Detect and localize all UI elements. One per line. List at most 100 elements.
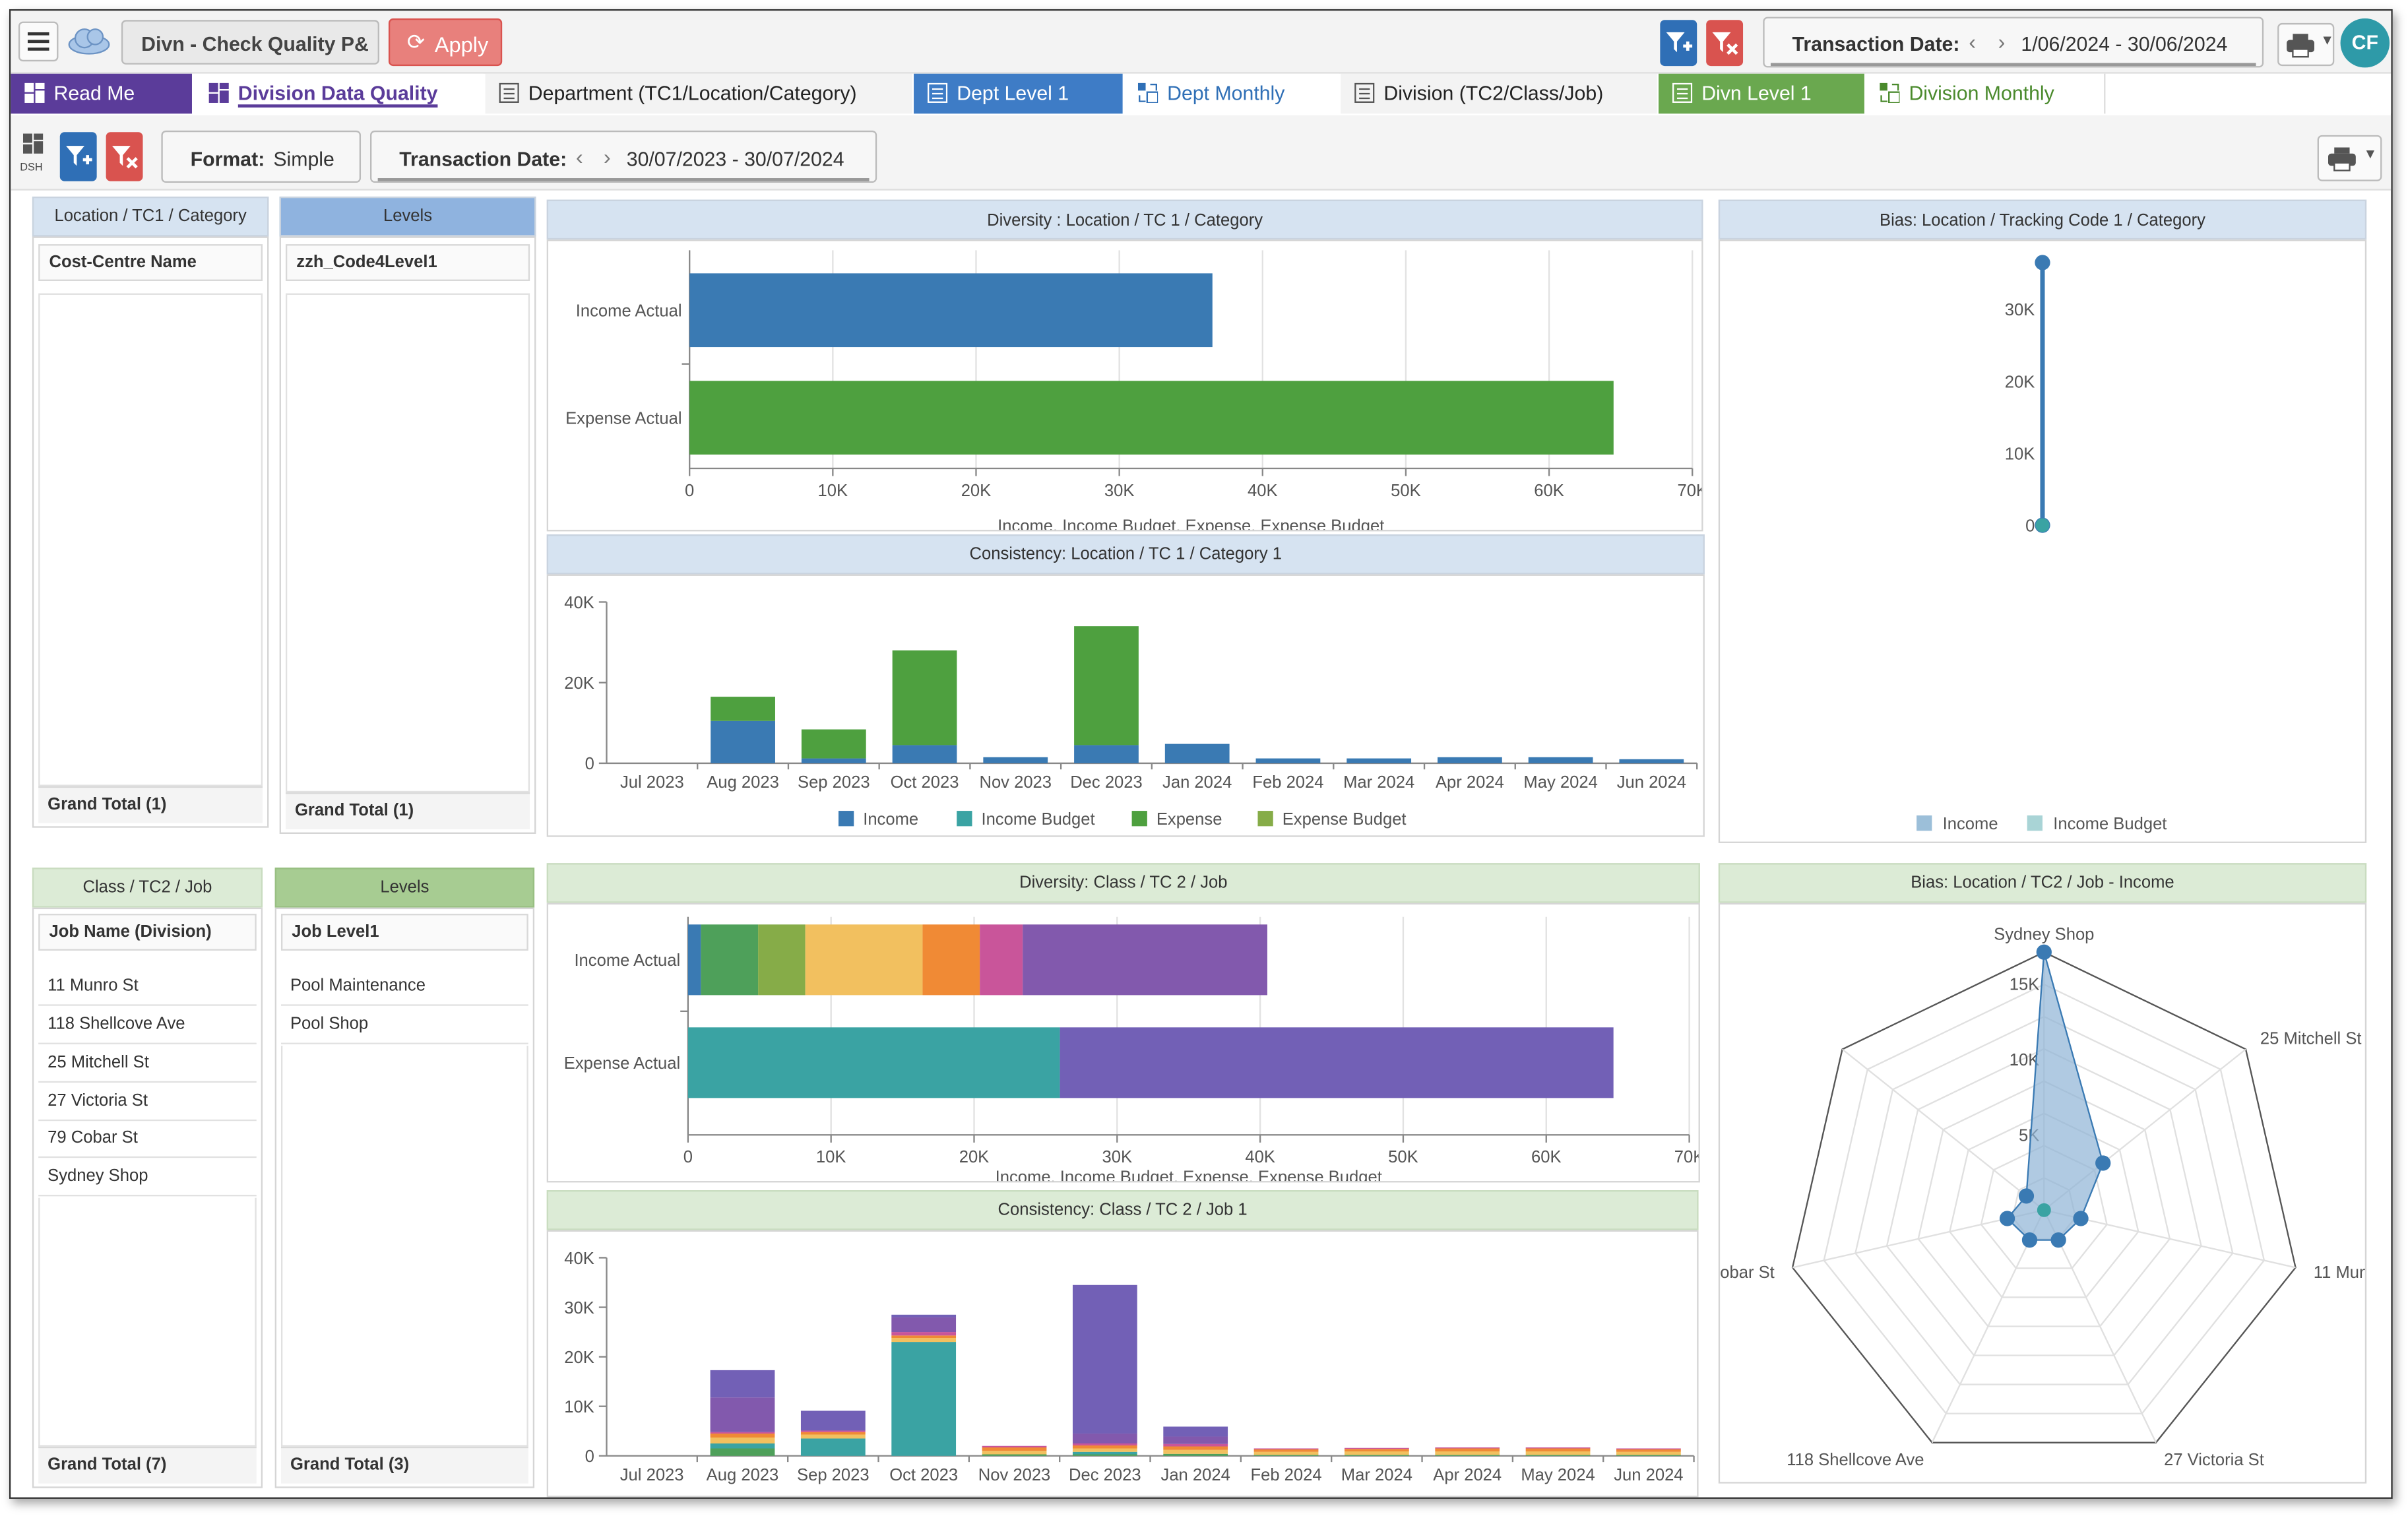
legend-label: Expense — [1156, 810, 1222, 829]
bar-segment — [801, 758, 866, 763]
print-menu-button[interactable]: ▼ — [2277, 22, 2335, 67]
chart-consistency-location[interactable]: 0 20K 40K Jul 2023 Aug 2023 Sep 2023 Oct 2023 N… — [548, 576, 1703, 835]
chart-consistency-class[interactable]: 0 10K 20K 30K 40K Jul 2023 Aug 2023 Sep 2023 Oct… — [548, 1232, 1697, 1496]
table-row[interactable]: 11 Munro St — [38, 968, 257, 1006]
panel-title: Location / TC1 / Category — [54, 207, 247, 226]
bar-segment — [710, 1443, 775, 1449]
bar-segment — [1163, 1453, 1228, 1456]
bar-segment — [1163, 1446, 1228, 1450]
chart-bias-class-radar[interactable]: Sydney Shop 25 Mitchell St 11 Munro St 27 V… — [1720, 904, 2365, 1482]
bar-segment — [711, 697, 775, 721]
data-point — [1999, 1211, 2015, 1226]
chart-diversity-class[interactable]: 0 10K 20K 30K 40K 50K 60K 70K Income Actual Expen… — [548, 904, 1699, 1181]
bar-segment — [1163, 1436, 1228, 1444]
tab-division-monthly[interactable]: Division Monthly — [1866, 73, 2106, 114]
class-table: Job Name (Division) 11 Munro St 118 Shel… — [32, 907, 263, 1488]
grand-total: Grand Total (1) — [285, 792, 530, 830]
table-row[interactable]: Pool Maintenance — [280, 968, 528, 1006]
prev-period-icon[interactable]: ‹ — [1969, 29, 1977, 54]
x-tick-label: Jun 2024 — [1617, 773, 1686, 792]
format-label: Format: — [190, 147, 265, 171]
data-point — [2021, 1232, 2038, 1248]
column-header-label: Job Level1 — [292, 923, 379, 941]
bar-segment — [800, 1410, 866, 1431]
dashboard-icon[interactable] — [22, 133, 45, 156]
bar-segment — [1072, 1443, 1137, 1445]
transaction-date-filter[interactable]: Transaction Date: ‹ › 30/07/2023 - 30/07… — [369, 130, 877, 183]
date-slider-track[interactable] — [377, 178, 870, 181]
legend-label: Income — [863, 810, 918, 829]
next-period-icon[interactable]: › — [603, 144, 611, 170]
bar-segment — [800, 1430, 866, 1432]
x-tick-label: 20K — [959, 1148, 990, 1166]
y-tick-label: 30K — [564, 1299, 594, 1317]
table-row[interactable]: 118 Shellcove Ave — [38, 1007, 257, 1044]
table-body — [38, 293, 263, 786]
tab-read-me[interactable]: Read Me — [11, 73, 192, 114]
table-row[interactable]: Sydney Shop — [38, 1159, 257, 1197]
y-tick-label: 40K — [564, 1250, 594, 1268]
column-header[interactable]: Job Level1 — [280, 914, 528, 951]
apply-button[interactable]: ⟳ Apply — [388, 18, 503, 67]
tab-divn-level-1[interactable]: Divn Level 1 — [1659, 73, 1864, 114]
report-title-button[interactable]: Divn - Check Quality P& — [121, 20, 379, 65]
column-header[interactable]: zzh_Code4Level1 — [285, 244, 530, 281]
chart-bias-location[interactable]: 0 10K 20K 30K Income Income Budget — [1720, 241, 2365, 841]
bar-segment — [1164, 744, 1230, 763]
print-menu-button-2[interactable]: ▼ — [2317, 135, 2382, 181]
avatar[interactable]: CF — [2340, 18, 2390, 68]
add-filter-button[interactable] — [1660, 20, 1697, 67]
chart-panel: 0 20K 40K Jul 2023 Aug 2023 Sep 2023 Oct 2023 N… — [546, 574, 1705, 837]
table-row[interactable]: 27 Victoria St — [38, 1084, 257, 1122]
x-tick-label: 0 — [685, 482, 694, 500]
grand-total: Grand Total (1) — [38, 786, 263, 823]
data-point — [2036, 944, 2052, 960]
column-header[interactable]: Job Name (Division) — [38, 914, 257, 951]
tab-dept-monthly[interactable]: Dept Monthly — [1124, 73, 1339, 114]
table-icon — [1672, 82, 1693, 103]
x-tick-label: Oct 2023 — [889, 1466, 958, 1484]
data-point — [2037, 1203, 2051, 1217]
chart-diversity-location[interactable]: 0 10K 20K 30K 40K 50K 60K 70K Income Actual Expen… — [548, 241, 1701, 530]
date-slider-track[interactable] — [1770, 63, 2256, 67]
bar-segment — [1072, 1433, 1137, 1443]
bar-segment — [922, 924, 980, 996]
report-title: Divn - Check Quality P& — [141, 32, 369, 55]
add-filter-button-2[interactable] — [59, 132, 97, 181]
bar-segment — [1344, 1455, 1409, 1456]
remove-filter-button[interactable] — [1706, 20, 1744, 67]
x-tick-label: 50K — [1388, 1148, 1418, 1166]
x-tick-label: 40K — [1248, 482, 1278, 500]
next-period-icon[interactable]: › — [1998, 29, 2006, 54]
bar-segment — [710, 1433, 775, 1438]
column-header[interactable]: Cost-Centre Name — [38, 244, 263, 281]
top-date-filter[interactable]: Transaction Date: ‹ › 1/06/2024 - 30/06/… — [1763, 16, 2264, 68]
format-selector[interactable]: Format: Simple — [161, 130, 362, 183]
table-row[interactable]: 79 Cobar St — [38, 1121, 257, 1158]
x-tick-label: 0 — [683, 1148, 693, 1166]
grand-total: Grand Total (3) — [280, 1446, 528, 1484]
tab-department[interactable]: Department (TC1/Location/Category) — [485, 73, 912, 114]
panel-title: Levels — [380, 878, 429, 897]
menu-button[interactable] — [18, 21, 59, 62]
bar-segment — [1072, 1445, 1137, 1449]
table-row[interactable]: Pool Shop — [280, 1007, 528, 1044]
prev-period-icon[interactable]: ‹ — [575, 144, 583, 170]
bar-segment — [891, 1342, 957, 1456]
panel-title: Levels — [383, 207, 433, 226]
x-tick-label: 10K — [816, 1148, 846, 1166]
radar-ring — [1791, 951, 2297, 1443]
hamburger-icon — [27, 32, 49, 51]
tab-division[interactable]: Division (TC2/Class/Job) — [1341, 73, 1657, 114]
data-point — [2050, 1232, 2066, 1248]
remove-filter-button-2[interactable] — [106, 132, 143, 181]
tab-dept-level-1[interactable]: Dept Level 1 — [914, 73, 1123, 114]
table-row[interactable]: 25 Mitchell St — [38, 1046, 257, 1083]
legend-swatch — [2027, 815, 2043, 831]
category-label: 25 Mitchell St — [2260, 1029, 2362, 1048]
x-tick-label: Apr 2024 — [1436, 773, 1504, 792]
radar-spoke — [2043, 1209, 2157, 1443]
tab-division-data-quality[interactable]: Division Data Quality — [195, 73, 484, 114]
bar-segment — [1074, 745, 1139, 763]
column-header-label: Cost-Centre Name — [49, 253, 197, 272]
